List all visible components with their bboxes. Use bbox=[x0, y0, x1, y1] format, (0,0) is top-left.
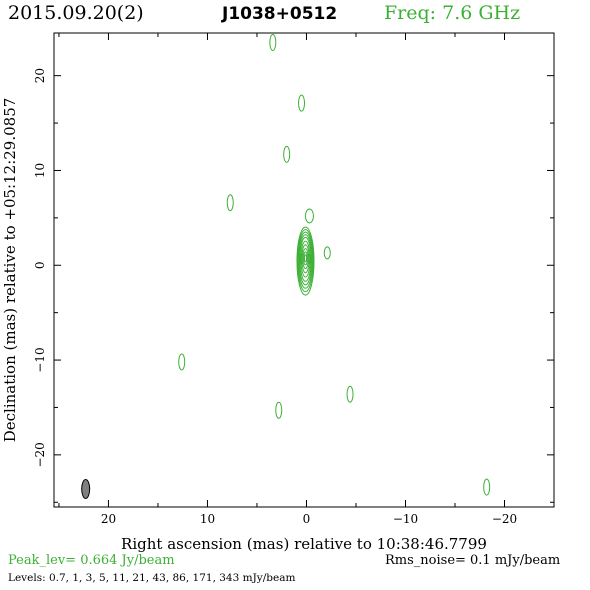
y-tick-label: 0 bbox=[33, 261, 47, 269]
plot-frame bbox=[53, 32, 555, 508]
core-contour-6 bbox=[300, 240, 311, 278]
noise-contour-1 bbox=[269, 33, 277, 51]
y-tick-label: 10 bbox=[33, 163, 47, 178]
x-tick-label: 0 bbox=[303, 512, 311, 526]
core-contour-7 bbox=[301, 244, 310, 274]
peak-level: Peak_lev= 0.664 Jy/beam bbox=[8, 553, 175, 568]
beam-ellipse bbox=[81, 478, 91, 499]
core-contour-4 bbox=[298, 234, 313, 286]
x-tick-label: −20 bbox=[492, 512, 517, 526]
epoch-date: 2015.09.20(2) bbox=[8, 2, 144, 24]
component-contour-2 bbox=[323, 246, 331, 260]
noise-contour-4 bbox=[226, 194, 234, 212]
contours-layer bbox=[178, 33, 491, 496]
frequency-label: Freq: 7.6 GHz bbox=[384, 2, 521, 24]
noise-contour-6 bbox=[275, 401, 283, 419]
core-contour-5 bbox=[299, 236, 312, 282]
x-axis-label: Right ascension (mas) relative to 10:38:… bbox=[121, 535, 487, 553]
core-contour-8 bbox=[302, 248, 309, 270]
y-tick-label: −20 bbox=[33, 442, 47, 467]
component-contour-1 bbox=[304, 208, 314, 224]
x-tick-label: −10 bbox=[393, 512, 418, 526]
y-axis-label: Declination (mas) relative to +05:12:29.… bbox=[1, 98, 19, 443]
axis-ticks bbox=[54, 33, 555, 507]
core-contour-9 bbox=[303, 251, 308, 266]
noise-contour-5 bbox=[178, 353, 186, 371]
x-tick-label: 20 bbox=[101, 512, 116, 526]
core-contour-10 bbox=[303, 254, 308, 263]
rms-noise: Rms_noise= 0.1 mJy/beam bbox=[385, 553, 561, 568]
contour-levels: Levels: 0.7, 1, 3, 5, 11, 21, 43, 86, 17… bbox=[8, 572, 296, 584]
y-tick-label: −10 bbox=[33, 347, 47, 372]
x-tick-label: 10 bbox=[200, 512, 215, 526]
noise-contour-3 bbox=[283, 145, 291, 163]
noise-contour-8 bbox=[483, 478, 491, 496]
core-contour-3 bbox=[297, 231, 314, 289]
source-name: J1038+0512 bbox=[222, 4, 338, 24]
noise-contour-2 bbox=[298, 94, 306, 112]
axis-tick-labels: 20 10 0 −10 −20 20 10 0 −10 −20 bbox=[33, 68, 517, 526]
y-tick-label: 20 bbox=[33, 68, 47, 83]
core-contour-2 bbox=[297, 229, 314, 293]
core-contour-1 bbox=[296, 226, 315, 296]
beam-layer bbox=[81, 478, 91, 499]
noise-contour-7 bbox=[346, 385, 354, 403]
